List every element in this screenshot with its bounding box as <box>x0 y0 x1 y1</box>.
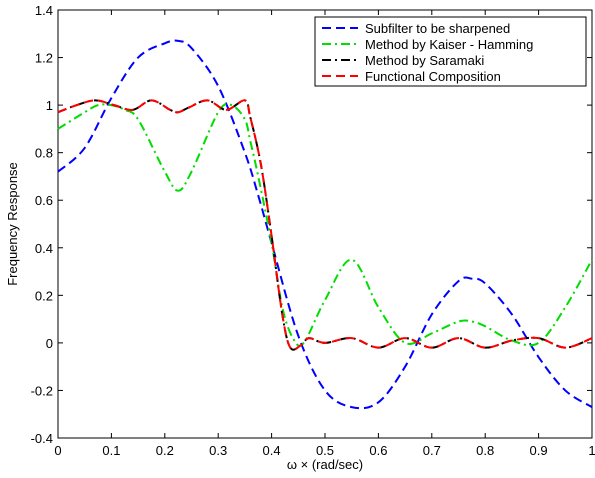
legend-label-2: Method by Kaiser - Hamming <box>365 37 533 52</box>
y-tick-label: -0.4 <box>31 431 53 446</box>
y-tick-label: 1.2 <box>35 51 53 66</box>
y-tick-label: 0 <box>46 336 53 351</box>
y-tick-label: 1.4 <box>35 3 53 18</box>
series-line-1 <box>57 39 593 410</box>
y-axis-title: Frequency Response <box>5 162 20 286</box>
x-tick-label: 0.2 <box>156 443 174 458</box>
legend-label-3: Method by Saramaki <box>365 53 484 68</box>
x-tick-label: 0.6 <box>369 443 387 458</box>
x-tick-label: 0.5 <box>316 443 334 458</box>
x-tick-label: 0.1 <box>102 443 120 458</box>
x-tick-label: 0.4 <box>263 443 281 458</box>
y-tick-label: 0.2 <box>35 288 53 303</box>
x-tick-label: 0.7 <box>423 443 441 458</box>
series-line-2 <box>57 102 593 347</box>
x-tick-label: 0.8 <box>476 443 494 458</box>
series-group <box>57 39 593 410</box>
x-tick-label: 0.9 <box>530 443 548 458</box>
x-axis-title: ω × (rad/sec) <box>287 457 363 472</box>
y-tick-label: 0.4 <box>35 241 53 256</box>
x-tick-label: 1 <box>588 443 595 458</box>
x-tick-label: 0.3 <box>209 443 227 458</box>
y-tick-label: 1 <box>46 98 53 113</box>
y-tick-label: -0.2 <box>31 383 53 398</box>
legend-box <box>314 16 587 87</box>
y-tick-label: 0.6 <box>35 193 53 208</box>
x-tick-label: 0 <box>54 443 61 458</box>
series-line-4 <box>57 99 593 351</box>
y-tick-label: 0.8 <box>35 146 53 161</box>
legend-label-4: Functional Composition <box>365 69 501 84</box>
axis-ticks: 0 0.1 0.2 0.3 0.4 0.5 0.6 0.7 0.8 0.9 1 -0.4 -0.2 0 0.… <box>31 3 595 458</box>
legend-label-1: Subfilter to be sharpened <box>365 21 510 36</box>
